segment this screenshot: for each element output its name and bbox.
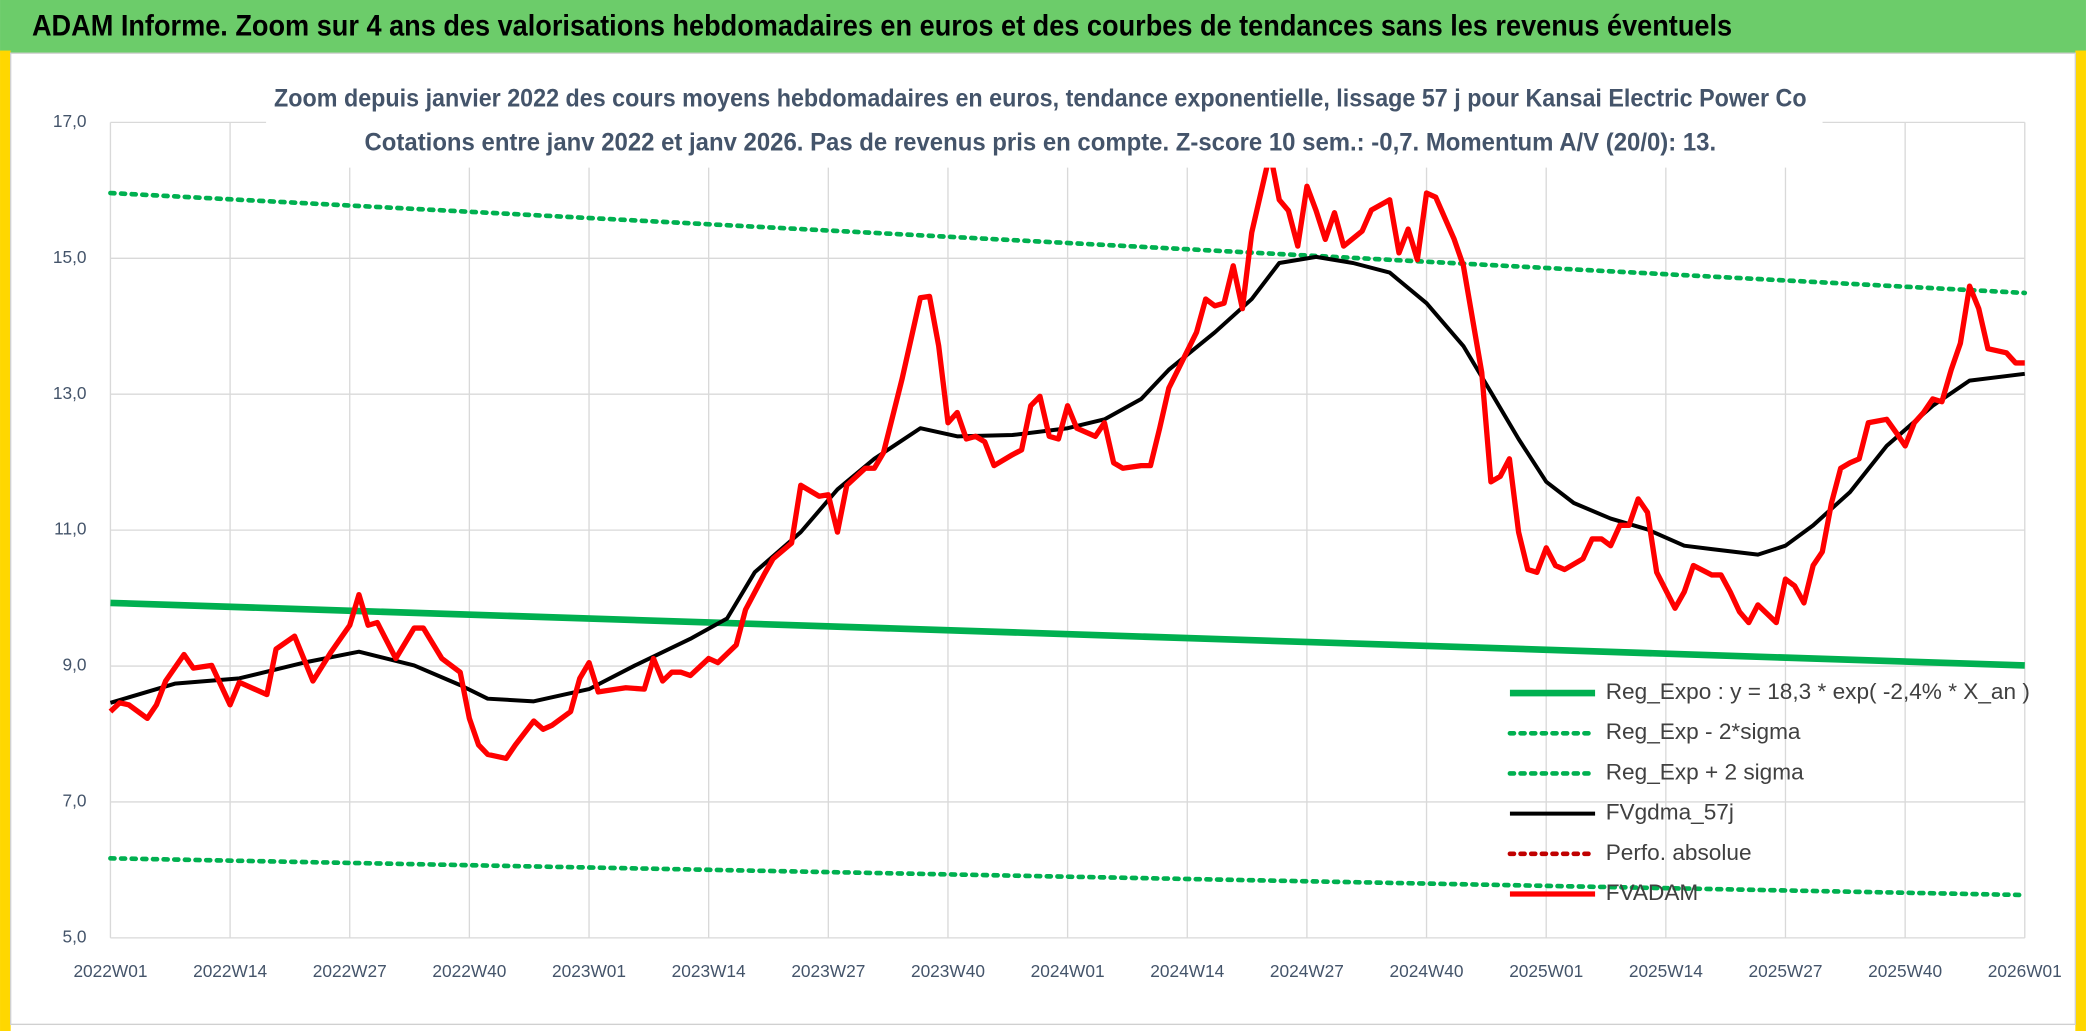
x-tick-label: 2025W14 bbox=[1629, 961, 1703, 981]
x-tick-label: 2023W01 bbox=[552, 961, 626, 981]
x-tick-label: 2024W01 bbox=[1031, 961, 1105, 981]
legend-label: FVADAM bbox=[1606, 880, 1699, 905]
series-line bbox=[108, 150, 2025, 762]
right-border bbox=[2075, 50, 2086, 1031]
x-tick-label: 2025W40 bbox=[1868, 961, 1942, 981]
x-tick-label: 2025W27 bbox=[1748, 961, 1822, 981]
x-tick-label: 2022W27 bbox=[313, 961, 387, 981]
x-tick-label: 2024W27 bbox=[1270, 961, 1344, 981]
x-tick-label: 2023W14 bbox=[672, 961, 746, 981]
x-tick-label: 2023W40 bbox=[911, 961, 985, 981]
y-tick-label: 15,0 bbox=[53, 247, 87, 267]
x-tick-label: 2022W40 bbox=[432, 961, 506, 981]
y-tick-label: 9,0 bbox=[62, 655, 86, 675]
header-title: ADAM Informe. Zoom sur 4 ans des valoris… bbox=[32, 11, 1732, 43]
x-tick-label: 2024W40 bbox=[1390, 961, 1464, 981]
legend: Reg_Expo : y = 18,3 * exp( -2,4% * X_an … bbox=[1507, 679, 2030, 905]
subtitle-box bbox=[266, 77, 1823, 168]
legend-label: Reg_Exp + 2 sigma bbox=[1606, 759, 1804, 784]
header-bar bbox=[0, 0, 2086, 54]
x-tick-label: 2022W01 bbox=[73, 961, 147, 981]
series-line bbox=[108, 190, 2028, 296]
lines bbox=[108, 150, 2028, 898]
chart-title: Zoom depuis janvier 2022 des cours moyen… bbox=[274, 84, 1807, 112]
legend-label: FVgdma_57j bbox=[1606, 800, 1734, 825]
legend-label: Reg_Expo : y = 18,3 * exp( -2,4% * X_an … bbox=[1606, 679, 2030, 704]
x-tick-label: 2022W14 bbox=[193, 961, 267, 981]
x-tick-label: 2024W14 bbox=[1150, 961, 1224, 981]
legend-label: Reg_Exp - 2*sigma bbox=[1606, 719, 1801, 744]
series-line bbox=[108, 855, 2028, 898]
y-tick-label: 17,0 bbox=[53, 111, 87, 131]
y-tick-label: 13,0 bbox=[53, 383, 87, 403]
y-tick-label: 7,0 bbox=[62, 791, 86, 811]
legend-label: Perfo. absolue bbox=[1606, 840, 1752, 865]
x-tick-label: 2025W01 bbox=[1509, 961, 1583, 981]
series-line bbox=[109, 254, 2026, 705]
series-line bbox=[110, 599, 2025, 669]
x-tick-label: 2026W01 bbox=[1988, 961, 2062, 981]
y-tick-label: 5,0 bbox=[62, 926, 86, 946]
x-tick-label: 2023W27 bbox=[791, 961, 865, 981]
chart-frame bbox=[10, 52, 2076, 1026]
left-border bbox=[0, 50, 11, 1031]
chart-subtitle: Cotations entre janv 2022 et janv 2026. … bbox=[365, 128, 1717, 156]
y-tick-label: 11,0 bbox=[54, 519, 86, 539]
